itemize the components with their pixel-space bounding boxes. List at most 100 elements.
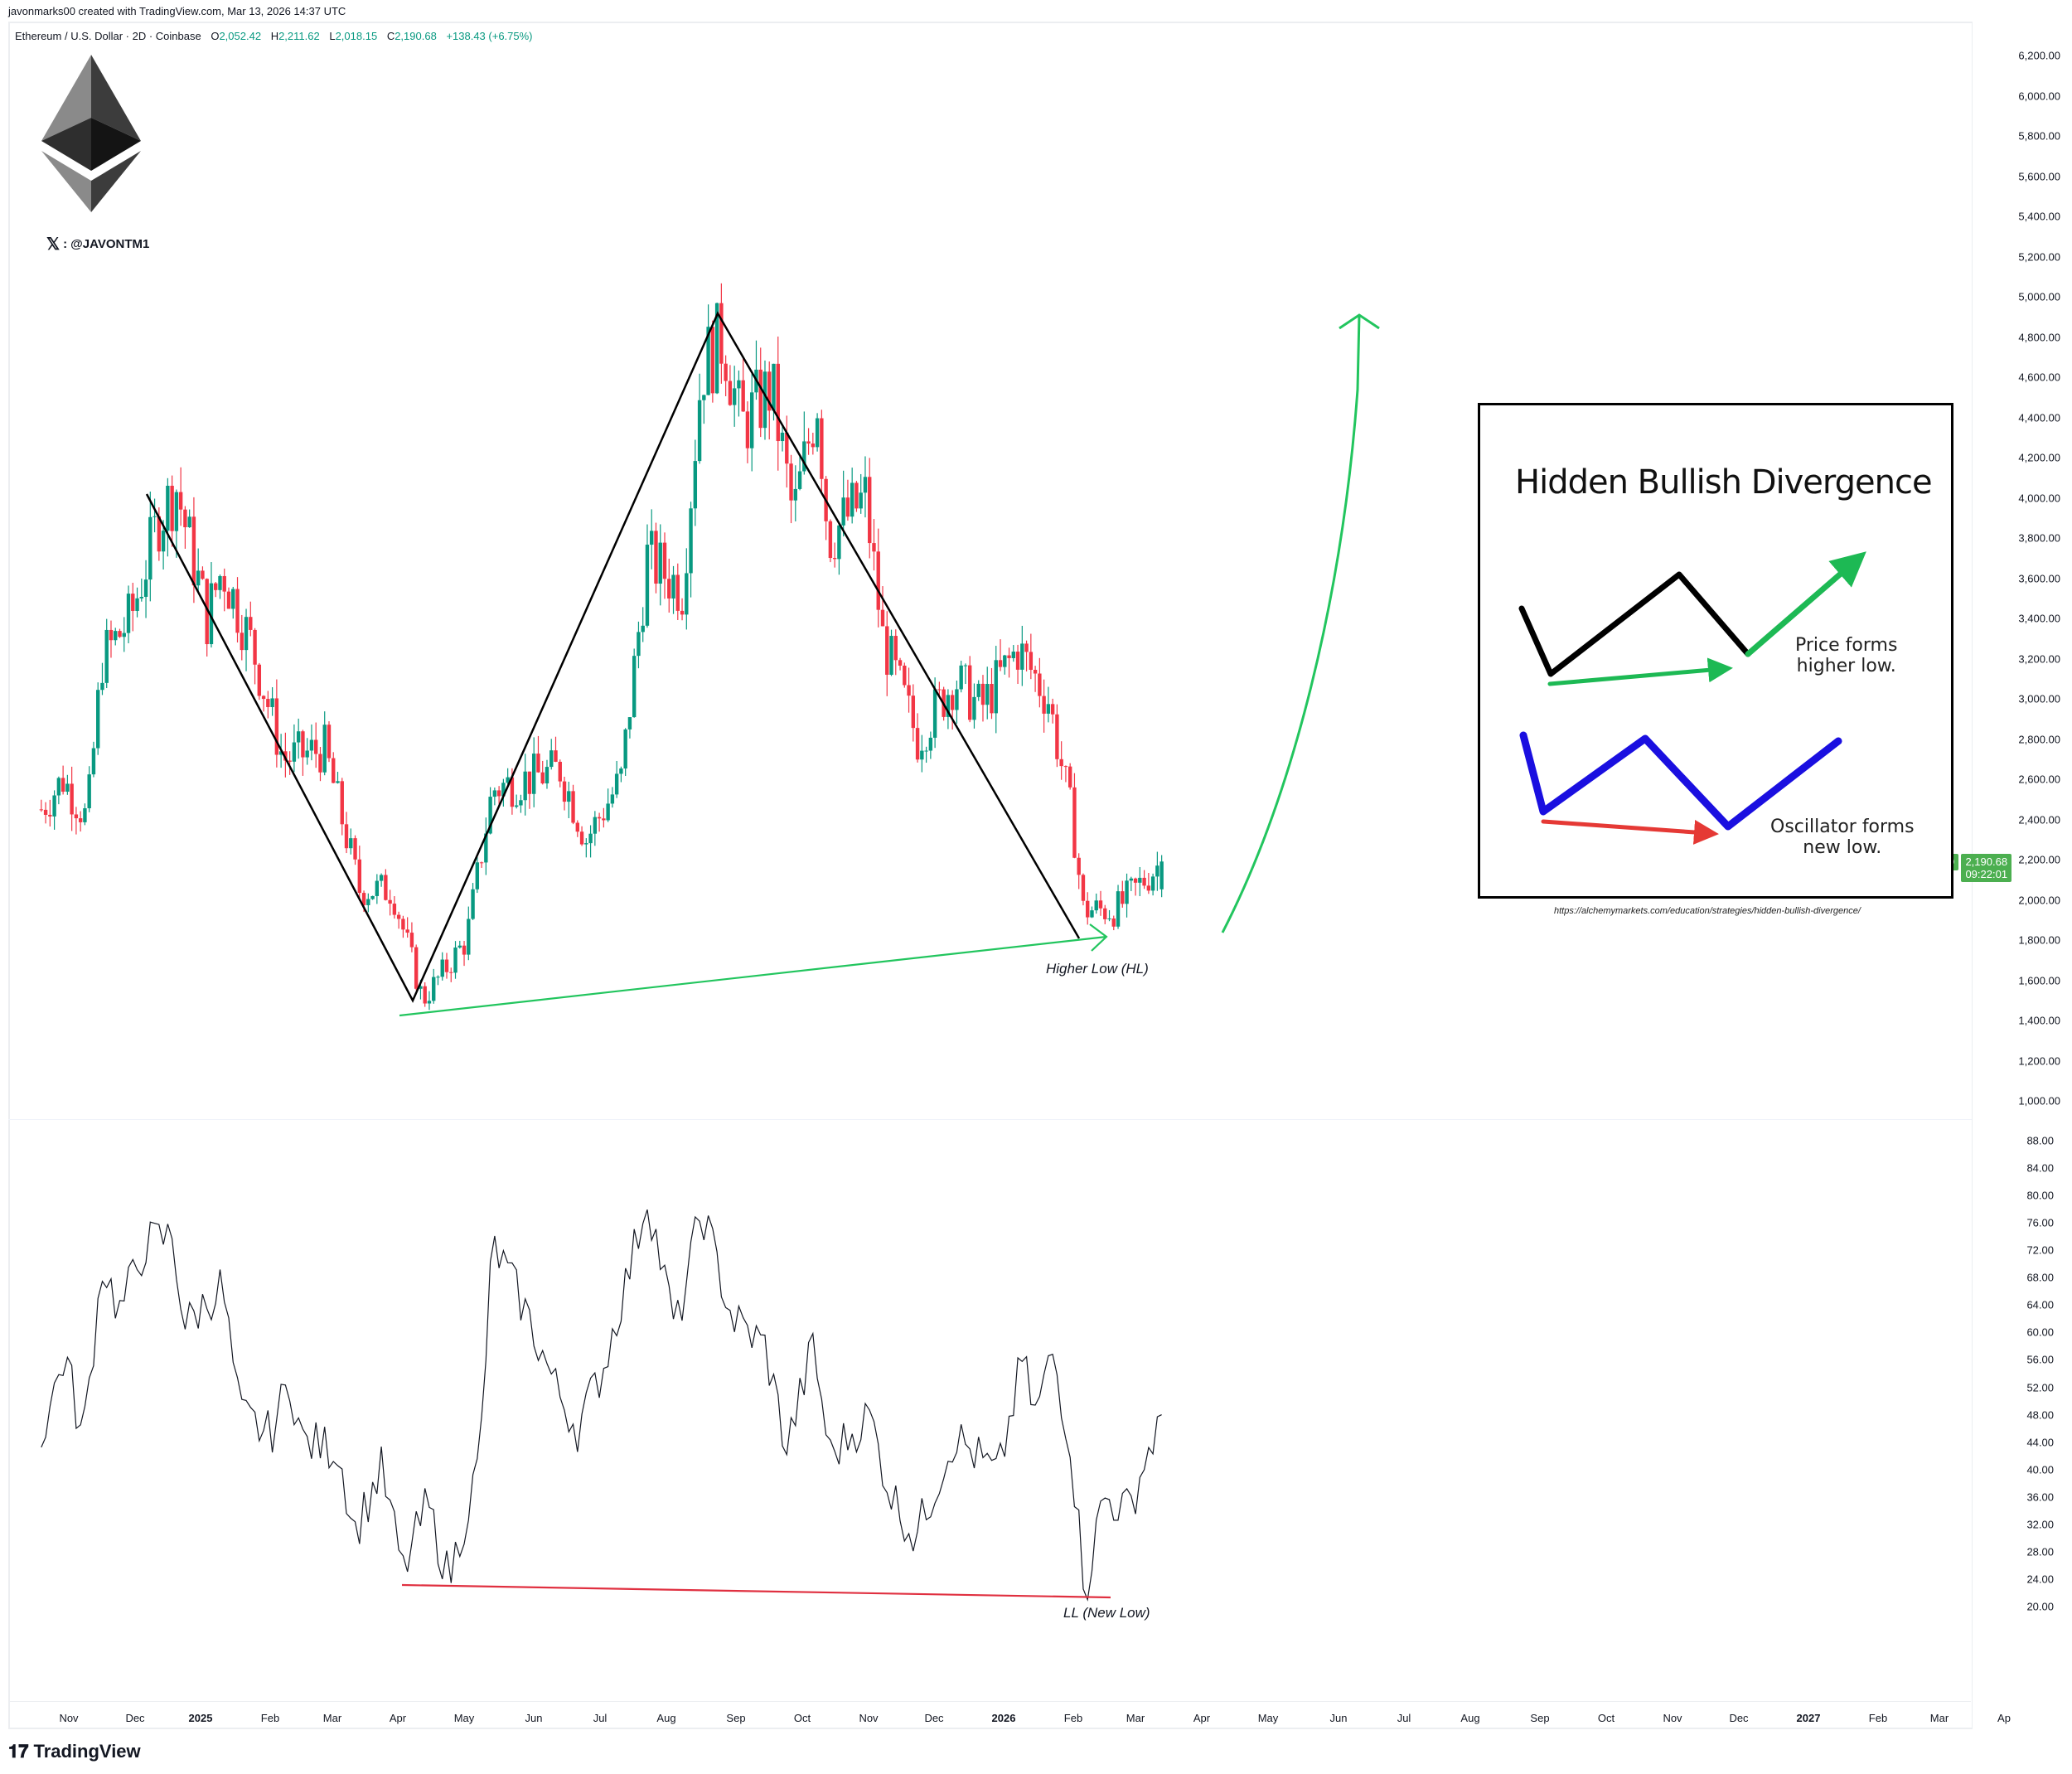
- oscillator-tick: 60.00: [2026, 1326, 2054, 1339]
- candle-body: [510, 777, 515, 807]
- candle-body: [950, 695, 955, 710]
- price-tick: 2,400.00: [2018, 813, 2060, 826]
- candle-body: [597, 817, 602, 819]
- candle-body: [571, 791, 575, 823]
- candle-body: [266, 699, 270, 707]
- candle-body: [501, 783, 506, 797]
- oscillator-tick: 28.00: [2026, 1545, 2054, 1558]
- candle-body: [1020, 643, 1024, 670]
- candle-body: [632, 656, 637, 718]
- candle-body: [344, 824, 349, 849]
- time-tick: Oct: [1597, 1712, 1615, 1724]
- candle-body: [457, 945, 462, 948]
- candle-body: [623, 729, 627, 769]
- candle-body: [61, 778, 65, 792]
- candle-body: [56, 778, 61, 796]
- candle-body: [627, 717, 632, 729]
- candle-body: [1150, 876, 1155, 891]
- oscillator-tick: 24.00: [2026, 1573, 2054, 1586]
- candle-body: [693, 461, 698, 509]
- time-tick: Sep: [726, 1712, 746, 1724]
- candle-body: [361, 893, 366, 905]
- candle-body: [366, 899, 370, 905]
- candle-body: [1029, 652, 1034, 671]
- candle-body: [174, 492, 179, 531]
- candle-body: [868, 477, 872, 544]
- candle-body: [1024, 643, 1029, 652]
- candle-body: [249, 617, 253, 630]
- candle-body: [702, 395, 706, 400]
- projection-arrowhead: [1339, 313, 1380, 330]
- price-tick: 4,600.00: [2018, 371, 2060, 384]
- candle-body: [1038, 673, 1042, 696]
- candle-body: [972, 696, 976, 720]
- lower-low-trendline: [401, 1583, 1111, 1599]
- time-axis[interactable]: Nov Dec 2025 Feb Mar Apr May Jun Jul Aug Sep Oct Nov…: [8, 1701, 2011, 1730]
- price-tick: 4,400.00: [2018, 411, 2060, 424]
- candle-body: [859, 492, 863, 509]
- candle-body: [39, 809, 44, 811]
- candle-body: [1138, 877, 1142, 883]
- oscillator-tick: 64.00: [2026, 1298, 2054, 1311]
- candle-body: [118, 631, 122, 637]
- candle-body: [1116, 891, 1121, 927]
- time-tick: Mar: [1126, 1712, 1145, 1724]
- candle-body: [479, 862, 484, 864]
- time-tick: Mar: [322, 1712, 342, 1724]
- candle-body: [1050, 704, 1055, 715]
- candle-body: [218, 575, 222, 590]
- candle-body: [671, 574, 675, 599]
- candle-body: [432, 977, 436, 1001]
- tradingview-logo[interactable]: 𝟏𝟕 TradingView: [8, 1741, 141, 1762]
- time-tick: Jul: [1397, 1712, 1411, 1724]
- candle-body: [301, 731, 305, 758]
- pane-separator[interactable]: [8, 1119, 1973, 1120]
- close-label: C: [386, 30, 395, 42]
- time-tick: Ap: [1997, 1712, 2011, 1724]
- inset-title: Hidden Bullish Divergence: [1515, 463, 1933, 502]
- candle-body: [837, 525, 841, 560]
- candle-body: [226, 591, 231, 609]
- source-url[interactable]: https://alchemymarkets.com/education/str…: [1554, 906, 1861, 916]
- candle-body: [793, 488, 797, 501]
- candle-body: [427, 1001, 432, 1004]
- price-tick: 3,800.00: [2018, 531, 2060, 545]
- candle-body: [893, 636, 898, 661]
- candle-body: [1081, 875, 1086, 901]
- candle-body: [606, 803, 610, 821]
- candle-body: [209, 583, 214, 645]
- candle-body: [506, 777, 510, 783]
- candle-body: [1046, 704, 1051, 714]
- candle-body: [131, 594, 135, 611]
- candle-body: [327, 725, 332, 759]
- candle-body: [1142, 877, 1146, 886]
- time-tick: Nov: [59, 1712, 79, 1724]
- candle-body: [100, 682, 104, 691]
- last-price: 2,190.68: [1965, 855, 2008, 868]
- price-tick: 5,800.00: [2018, 129, 2060, 143]
- lower-low-arrow: [1541, 819, 1719, 845]
- candle-body: [662, 542, 667, 579]
- oscillator-tick: 44.00: [2026, 1436, 2054, 1449]
- handle-text: @JAVONTM1: [70, 237, 150, 251]
- oscillator-tick: 76.00: [2026, 1216, 2054, 1229]
- candle-body: [588, 833, 593, 844]
- candle-body: [270, 698, 274, 707]
- candle-body: [745, 411, 750, 448]
- projection-arrow: [1221, 314, 1361, 933]
- candle-body: [850, 482, 854, 517]
- candle-body: [976, 683, 980, 697]
- candle-body: [1059, 759, 1063, 767]
- time-tick: Dec: [924, 1712, 944, 1724]
- candle-body: [1033, 670, 1038, 674]
- candle-body: [998, 660, 1003, 667]
- time-tick: Jul: [593, 1712, 608, 1724]
- candle-body: [183, 509, 187, 528]
- candle-body: [187, 516, 191, 528]
- candle-body: [955, 689, 959, 710]
- candle-body: [789, 463, 793, 501]
- candle-body: [706, 327, 710, 395]
- candle-body: [48, 814, 52, 817]
- candle-body: [876, 551, 880, 610]
